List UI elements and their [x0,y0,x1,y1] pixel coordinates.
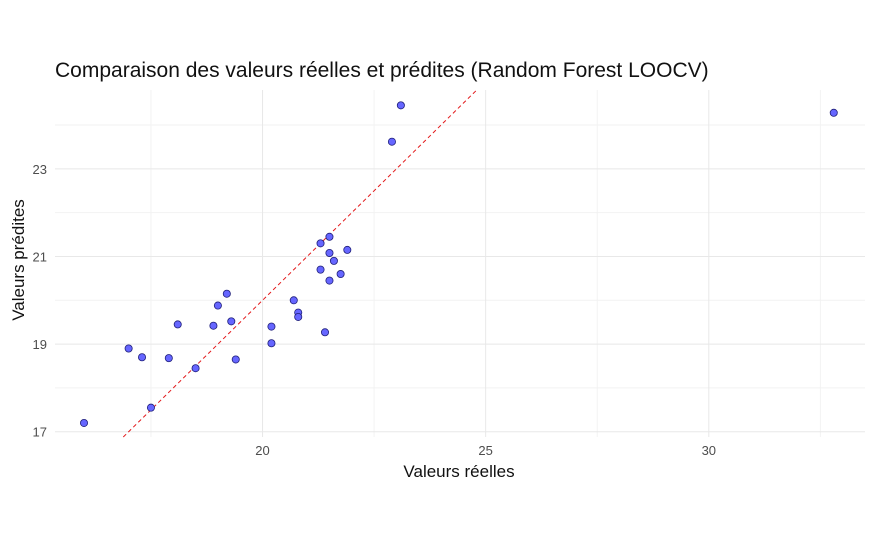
x-tick-label: 30 [702,443,716,458]
y-tick-label: 17 [33,425,47,440]
data-point [320,328,329,337]
y-tick-label: 21 [33,249,47,264]
x-axis-ticks: 20 25 30 [255,443,716,458]
y-axis-ticks: 17 19 21 23 [33,162,47,440]
data-point [80,418,89,427]
reference-line-group [122,89,478,438]
data-point [138,353,147,362]
data-point [222,289,231,298]
data-point [267,339,276,348]
data-point [267,322,276,331]
data-point [227,317,236,326]
identity-reference-line [122,89,478,438]
grid [55,90,865,437]
data-point [829,108,838,117]
x-tick-label: 25 [478,443,492,458]
data-point [387,137,396,146]
data-point [289,296,298,305]
data-point [343,245,352,254]
data-point [231,355,240,364]
data-point [325,276,334,285]
data-point [316,265,325,274]
data-point [316,239,325,248]
data-point [124,344,133,353]
data-point [209,321,218,330]
data-point [173,320,182,329]
y-tick-label: 19 [33,337,47,352]
data-point [164,354,173,363]
data-points [80,101,838,427]
data-point [336,270,345,279]
data-point [325,248,334,257]
x-axis-title: Valeurs réelles [403,462,514,481]
data-point [294,312,303,321]
data-point [213,301,222,310]
chart-title: Comparaison des valeurs réelles et prédi… [55,59,709,82]
data-point [329,256,338,265]
y-axis-title: Valeurs prédites [9,199,28,321]
x-tick-label: 20 [255,443,269,458]
data-point [325,232,334,241]
data-point [191,364,200,373]
data-point [396,101,405,110]
y-tick-label: 23 [33,162,47,177]
data-point [146,403,155,412]
